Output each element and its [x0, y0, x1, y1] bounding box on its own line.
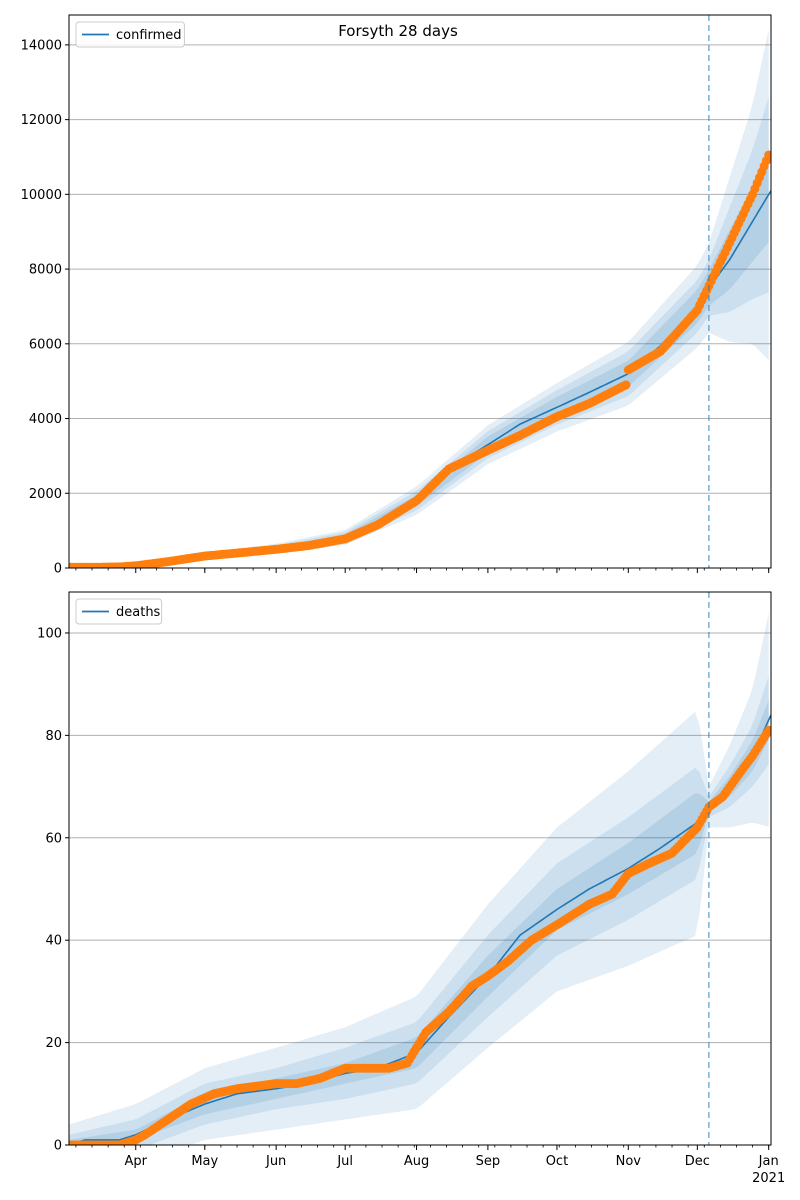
legend-box [75, 21, 185, 48]
x-tick-label: Jun [265, 1154, 286, 1169]
y-tick-label: 40 [45, 934, 62, 949]
y-tick-label: 8000 [29, 263, 62, 278]
confirmed-plot: 0 2000 4000 6000 8000 10000 12000 14000 confirme… [21, 14, 772, 577]
observed-point [764, 725, 771, 735]
x-tick-label: Sep [476, 1154, 501, 1169]
chart-title: Forsyth 28 days [338, 22, 458, 40]
x-tick-label: Jul [336, 1154, 353, 1169]
y-tick-label: 0 [54, 1139, 62, 1154]
x-tick-label: Oct [546, 1154, 568, 1169]
x-tick-label: Aug [404, 1154, 429, 1169]
y-tick-label: 80 [45, 729, 62, 744]
observed-point [764, 150, 771, 160]
legend-box [75, 598, 163, 625]
y-tick-label: 12000 [21, 113, 62, 128]
x-tick-label: May [191, 1154, 218, 1169]
legend-label: deaths [116, 605, 161, 620]
x-tick-label: Apr [124, 1154, 147, 1169]
axes-frame [68, 591, 772, 1146]
observed-point [621, 380, 631, 390]
axes-frame [68, 14, 772, 569]
y-tick-label: 2000 [29, 487, 62, 502]
uncertainty-band-inner [69, 700, 769, 1145]
y-tick-label: 6000 [29, 337, 62, 352]
x-tick-label: Nov [616, 1154, 642, 1169]
y-tick-label: 10000 [21, 188, 62, 203]
y-tick-label: 14000 [21, 38, 62, 53]
plot-content [69, 613, 771, 1145]
legend: deaths [75, 598, 163, 625]
deaths-plot: 0 20 40 60 80 100 Apr May Jun Jul Aug Sep Oct Nov Dec J… [37, 591, 785, 1186]
legend-label: confirmed [116, 28, 182, 43]
x-tick-label: Jan [758, 1154, 779, 1169]
y-tick-label: 100 [37, 626, 62, 641]
x-tick-label: Dec [685, 1154, 710, 1169]
legend: confirmed [75, 21, 185, 48]
x-tick-sublabel: 2021 [752, 1171, 785, 1186]
y-tick-label: 20 [45, 1036, 62, 1051]
y-tick-label: 4000 [29, 412, 62, 427]
y-tick-label: 0 [54, 562, 62, 577]
plot-content [69, 29, 771, 568]
y-tick-label: 60 [45, 831, 62, 846]
